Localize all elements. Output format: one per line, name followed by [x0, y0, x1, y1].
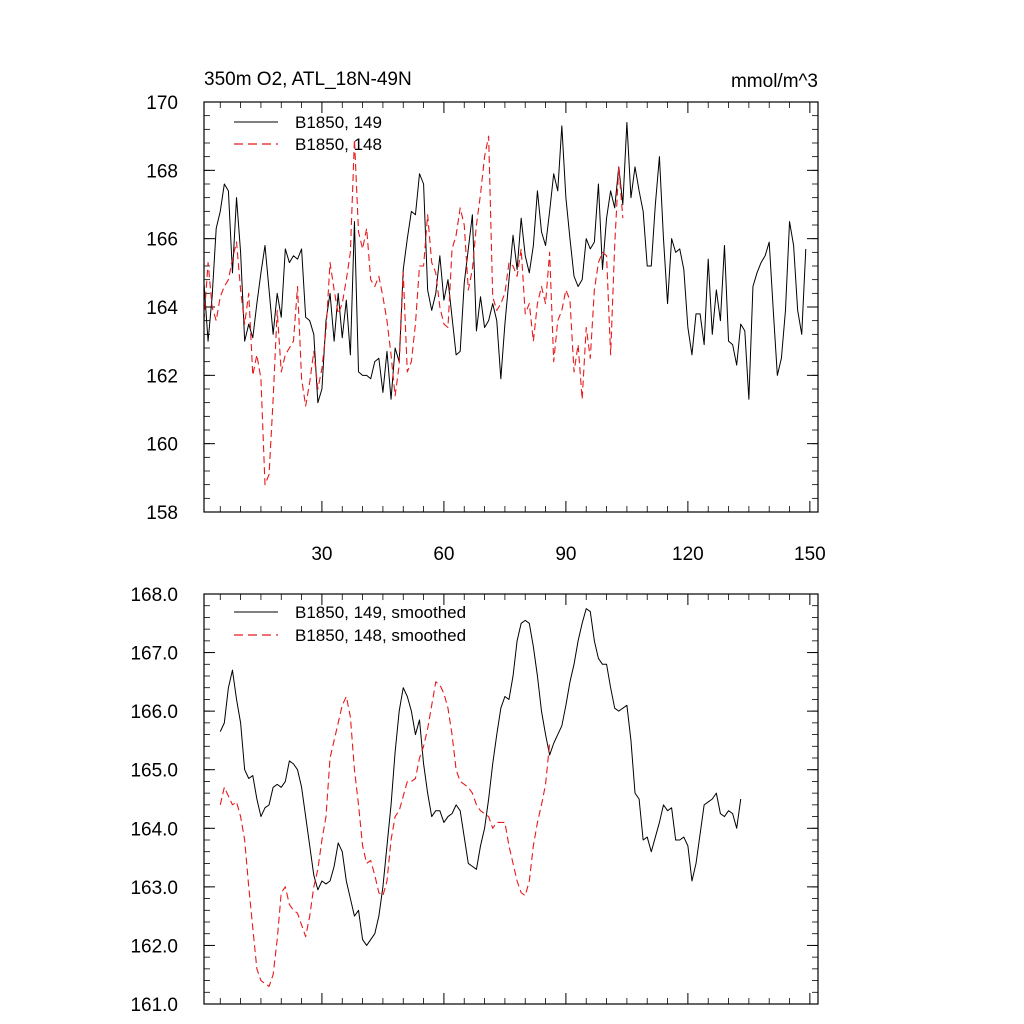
bottom-ytick-label: 163.0: [130, 878, 178, 899]
top-ytick-label: 164: [146, 298, 178, 319]
legend-label-148: B1850, 148: [295, 135, 382, 154]
top-ytick-label: 160: [146, 435, 178, 456]
smoothed-panel: 161.0 162.0 163.0 164.0 165.0 166.0 167.0 168.0…: [130, 585, 819, 1016]
bottom-ytick-label: 166.0: [130, 702, 178, 723]
bottom-ytick-label: 162.0: [130, 936, 178, 957]
legend-label-149: B1850, 149: [295, 113, 382, 132]
legend-label-149-smoothed: B1850, 149, smoothed: [295, 603, 466, 622]
bottom-series-lines: [219, 608, 742, 987]
top-series-lines: [203, 122, 807, 486]
top-x-tick-labels: 30 60 90 120 150: [311, 544, 825, 565]
bottom-ytick-label: 168.0: [130, 585, 178, 606]
top-xtick-label: 30: [311, 544, 332, 565]
raw-panel: 350m O2, ATL_18N-49N mmol/m^3 1581601621…: [146, 69, 825, 565]
top-xtick-label: 150: [794, 544, 826, 565]
bottom-legend: B1850, 149, smoothed B1850, 148, smoothe…: [234, 603, 466, 645]
top-ytick-label: 158: [146, 503, 178, 524]
top-xtick-label: 90: [555, 544, 576, 565]
top-legend: B1850, 149 B1850, 148: [234, 113, 382, 154]
bottom-y-tick-labels: 161.0 162.0 163.0 164.0 165.0 166.0 167.0 168.0: [130, 585, 178, 1016]
top-ytick-label: 166: [146, 230, 178, 251]
top-ytick-label: 162: [146, 366, 178, 387]
bottom-ytick-label: 167.0: [130, 644, 178, 665]
series-149-line: [203, 122, 807, 404]
top-y-tick-labels: 158 160 162 164 166 168 170: [146, 93, 178, 524]
series-148-line: [203, 135, 624, 486]
top-xtick-label: 60: [433, 544, 454, 565]
panel-title: 350m O2, ATL_18N-49N: [204, 69, 412, 90]
bottom-plot-frame: [203, 593, 819, 1005]
top-plot-frame: [203, 101, 819, 513]
bottom-axis-ticks: [204, 593, 818, 1005]
series-148-line-smoothed: [219, 681, 551, 987]
bottom-ytick-label: 165.0: [130, 761, 178, 782]
top-ytick-label: 168: [146, 161, 178, 182]
top-xtick-label: 120: [672, 544, 704, 565]
units-label: mmol/m^3: [731, 71, 818, 92]
series-149-line-smoothed: [219, 608, 742, 946]
legend-label-148-smoothed: B1850, 148, smoothed: [295, 626, 466, 645]
bottom-ytick-label: 164.0: [130, 819, 178, 840]
top-ytick-label: 170: [146, 93, 178, 114]
bottom-ytick-label: 161.0: [130, 995, 178, 1016]
